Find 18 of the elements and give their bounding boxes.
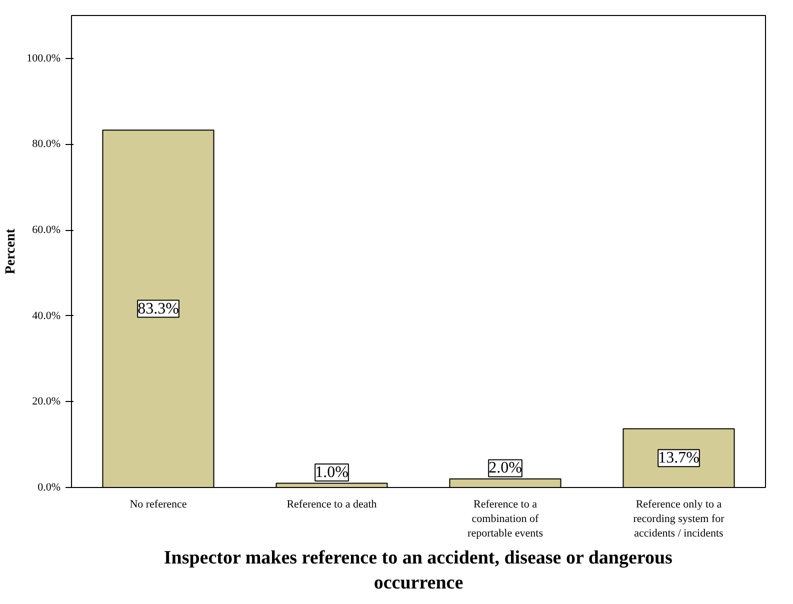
y-tick-label: 20.0% — [32, 396, 61, 408]
y-tick-label: 0.0% — [38, 482, 61, 494]
bar — [622, 428, 735, 488]
y-tick-label: 60.0% — [32, 224, 61, 236]
y-tick-label: 40.0% — [32, 310, 61, 322]
data-label: 13.7% — [658, 450, 700, 467]
bar — [102, 130, 214, 488]
data-label: 2.0% — [488, 460, 522, 477]
y-tick-label: 100.0% — [26, 52, 61, 64]
x-tick-label: Reference only to a recording system for accidents / incidents — [633, 498, 725, 540]
x-tick-label: Reference to a combination of reportable events — [468, 498, 543, 540]
x-tick-label: Reference to a death — [286, 498, 378, 510]
x-tick-label: No reference — [130, 498, 187, 510]
data-label: 1.0% — [315, 464, 348, 481]
y-tick-label: 80.0% — [32, 138, 61, 150]
data-label: 83.3% — [138, 300, 179, 318]
x-axis-title: Inspector makes reference to an accident, disease or dangerous occurrence — [164, 547, 672, 594]
y-axis-title: Percent — [4, 228, 19, 274]
